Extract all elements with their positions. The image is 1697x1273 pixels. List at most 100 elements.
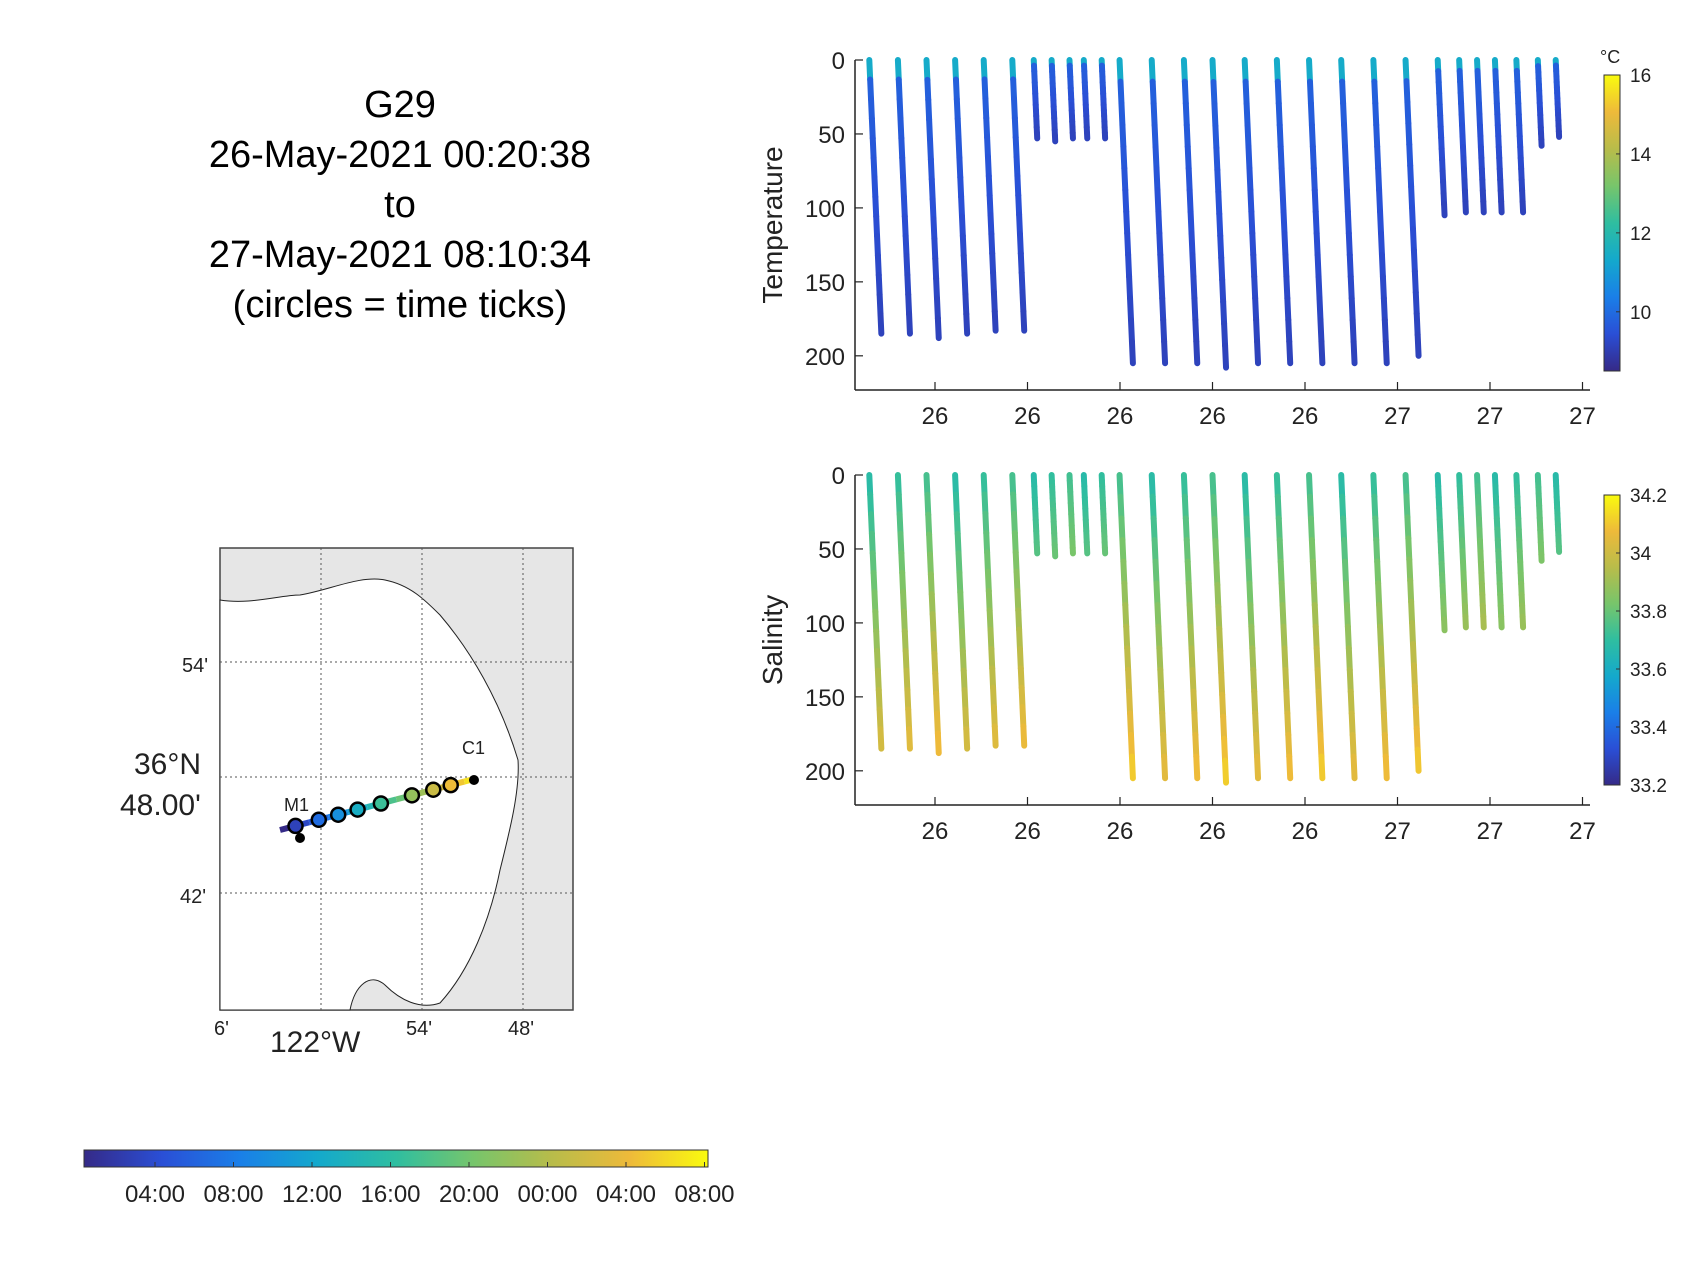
title-line-1: G29 bbox=[364, 84, 436, 126]
salinity-profile-segment bbox=[1404, 514, 1412, 542]
temperature-profile-segment bbox=[1118, 100, 1126, 128]
title-line-2: 26-May-2021 00:20:38 bbox=[208, 134, 592, 176]
salinity-profile-segment bbox=[1014, 588, 1022, 614]
time-tick-label: 04:00 bbox=[596, 1181, 656, 1208]
salinity-profile-segment bbox=[959, 647, 967, 674]
temperature-profile-segment bbox=[924, 76, 932, 103]
salinity-profile-segment bbox=[961, 686, 969, 713]
salinity-profile-segment bbox=[1402, 472, 1410, 500]
salinity-profile-segment bbox=[1020, 723, 1028, 749]
salinity-profile-segment bbox=[1273, 472, 1281, 500]
colorbar-tick-label: 33.6 bbox=[1630, 660, 1667, 681]
temperature-profile-segment bbox=[1315, 273, 1323, 302]
temperature-profile-segment bbox=[1405, 120, 1413, 148]
temperature-profile-segment bbox=[1285, 316, 1293, 345]
temp-colorbar-bar bbox=[1603, 74, 1621, 372]
temperature-profile-segment bbox=[1219, 276, 1227, 305]
temperature-profile-segment bbox=[904, 271, 912, 298]
temperature-profile-segment bbox=[982, 95, 990, 122]
temperature-profile-segment bbox=[1249, 230, 1257, 258]
temperature-profile-segment bbox=[870, 154, 878, 181]
temperature-profile-segment bbox=[1374, 143, 1382, 172]
temperature-profile-segment bbox=[962, 291, 970, 318]
salinity-profile-segment bbox=[1118, 515, 1126, 543]
temperature-profile-segment bbox=[1153, 165, 1161, 193]
temperature-profile-segment bbox=[1375, 165, 1383, 193]
temperature-profile-segment bbox=[1018, 269, 1026, 296]
salinity-profile-segment bbox=[1124, 645, 1132, 673]
salinity-profile-segment bbox=[926, 531, 933, 558]
salinity-profile-segment bbox=[869, 550, 877, 576]
salinity-profile-segment bbox=[927, 571, 935, 598]
temperature-profile-segment bbox=[1346, 251, 1354, 280]
salinity-profile-segment bbox=[1276, 536, 1284, 565]
salinity-profile-segment bbox=[1120, 558, 1128, 587]
salinity-profile-segment bbox=[895, 491, 903, 518]
temperature-profile-segment bbox=[876, 291, 884, 318]
temp-y-ticks: 0 50 100 150 200 bbox=[805, 48, 863, 371]
salinity-profile-segment bbox=[896, 511, 904, 537]
salinity-profile-segment bbox=[870, 569, 878, 596]
time-colorbar: 04:00 08:00 12:00 16:00 20:00 00:00 04:00 08:00 bbox=[83, 1149, 735, 1208]
temperature-profile-segment bbox=[1154, 186, 1162, 215]
salinity-profile-segment bbox=[1244, 536, 1252, 565]
temperature-profile-segment bbox=[1306, 57, 1313, 85]
station-label-m1: M1 bbox=[284, 795, 309, 815]
salinity-profile-segment bbox=[1281, 645, 1289, 673]
temperature-profile-segment bbox=[1372, 100, 1380, 128]
temperature-profile-segment bbox=[1404, 99, 1412, 127]
temperature-profile-segment bbox=[900, 174, 907, 200]
temperature-profile-segment bbox=[1309, 143, 1317, 172]
salinity-profile-segment bbox=[954, 530, 962, 557]
temperature-profile-segment bbox=[1244, 121, 1252, 150]
temperature-profile-segment bbox=[905, 291, 913, 318]
salinity-profile-segment bbox=[1316, 710, 1324, 738]
salinity-profile-segment bbox=[1180, 472, 1188, 500]
salinity-profile-segment bbox=[897, 530, 905, 557]
salinity-profile-segment bbox=[1182, 515, 1190, 543]
glider-track bbox=[279, 776, 475, 835]
temperature-profile-segment bbox=[898, 135, 906, 161]
temperature-profile-segment bbox=[1013, 153, 1021, 180]
colorbar-tick-label: 33.4 bbox=[1630, 718, 1667, 739]
temperature-profile-segment bbox=[980, 57, 988, 83]
salinity-profile-segment bbox=[952, 491, 960, 518]
temperature-profile-segment bbox=[1157, 251, 1165, 280]
x-tick-label: 27 bbox=[1384, 818, 1411, 845]
salinity-profile-segment bbox=[1306, 493, 1314, 522]
temperature-profile-segment bbox=[1342, 165, 1350, 193]
temperature-profile-segment bbox=[1347, 273, 1355, 302]
temperature-profile-segment bbox=[1210, 78, 1218, 107]
temperature-profile-segment bbox=[1218, 254, 1226, 283]
y-tick-label: 100 bbox=[805, 196, 845, 223]
temperature-profile-segment bbox=[925, 96, 933, 123]
salinity-profile-segment bbox=[1010, 491, 1018, 517]
lon-label-48: 48' bbox=[508, 1018, 534, 1040]
temperature-profile-segment bbox=[990, 289, 998, 315]
salinity-profile-segment bbox=[1338, 472, 1346, 500]
salinity-profile-segment bbox=[1016, 646, 1024, 672]
temperature-profile-segment bbox=[899, 154, 907, 181]
temperature-profile-segment bbox=[1348, 295, 1356, 323]
y-tick-label: 200 bbox=[805, 344, 845, 371]
salinity-profile-segment bbox=[1342, 580, 1350, 608]
salinity-profile-segment bbox=[1412, 704, 1420, 732]
time-colorbar-ticks: 04:00 08:00 12:00 16:00 20:00 00:00 04:00 08:00 bbox=[125, 1162, 735, 1208]
temperature-profile-segment bbox=[1317, 316, 1325, 345]
temperature-profile-segment bbox=[1012, 134, 1020, 160]
colorbar-tick-label: 16 bbox=[1630, 66, 1651, 87]
x-tick-label: 27 bbox=[1569, 403, 1596, 430]
salinity-profile-segment bbox=[958, 628, 966, 654]
salinity-profile-segment bbox=[1347, 688, 1355, 717]
salinity-profile-segment bbox=[1156, 645, 1164, 673]
figure-title: G29 26-May-2021 00:20:38 to 27-May-2021 … bbox=[150, 80, 650, 330]
temperature-profile-segment bbox=[1242, 78, 1250, 107]
salinity-profile-segment bbox=[1157, 666, 1165, 695]
time-tick-circle bbox=[442, 776, 459, 794]
salinity-profile-segment bbox=[1245, 558, 1253, 587]
salinity-profile-segment bbox=[1310, 580, 1318, 608]
lon-label-6: 6' bbox=[214, 1018, 229, 1040]
salinity-profile-segment bbox=[1161, 753, 1169, 782]
temperature-profile-segment bbox=[1248, 208, 1256, 237]
salinity-profile-segment bbox=[930, 630, 938, 657]
